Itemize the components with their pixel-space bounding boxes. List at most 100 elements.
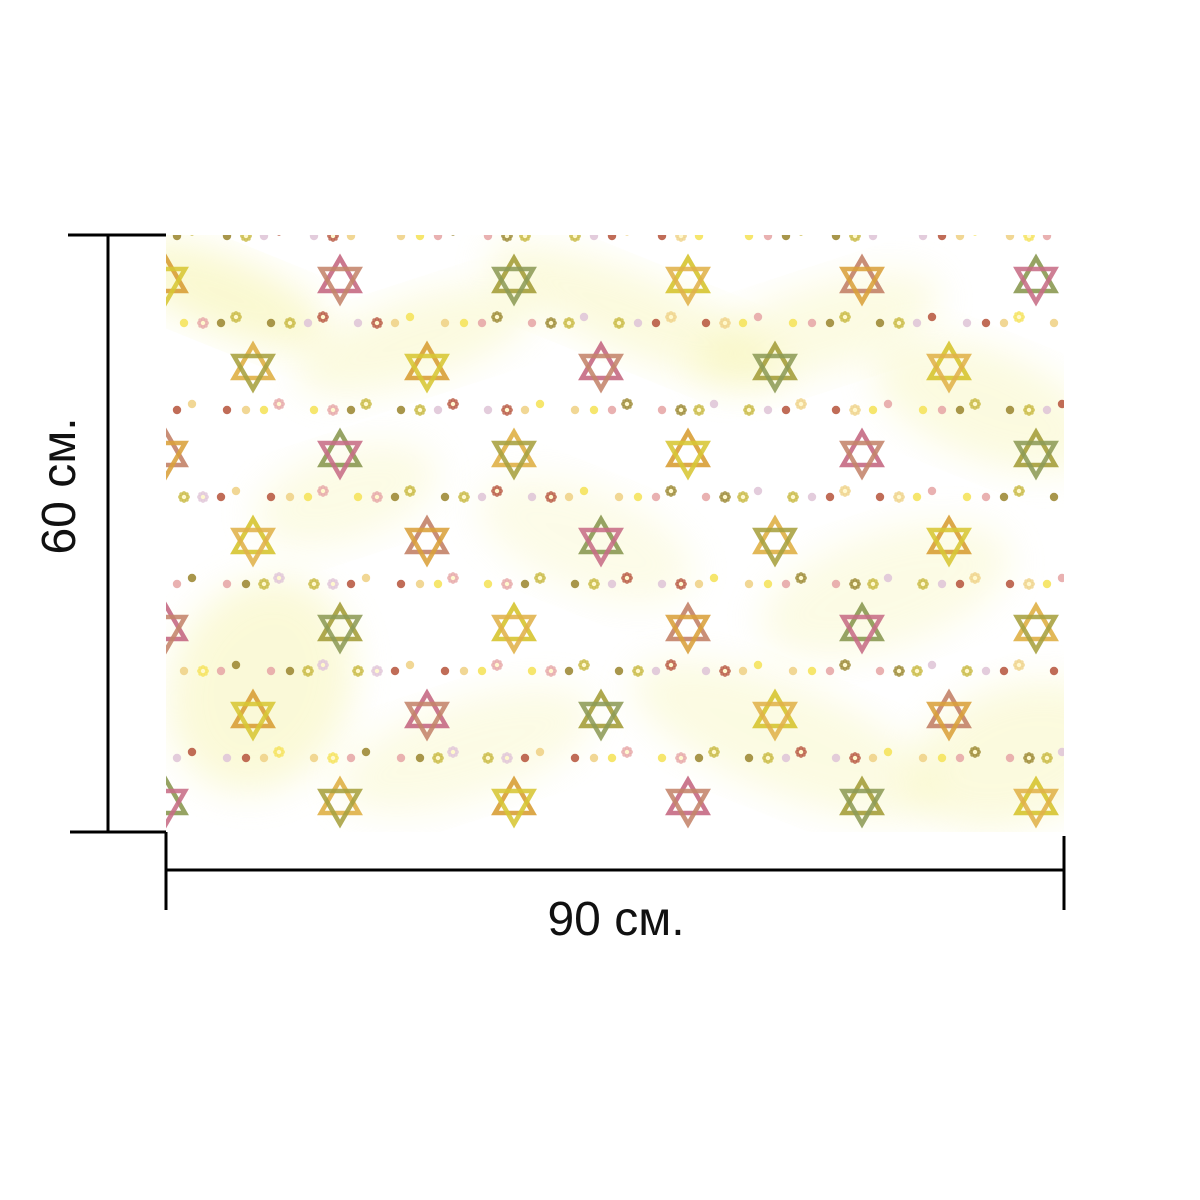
pattern-flower-center — [896, 668, 902, 674]
pattern-flower-center — [616, 320, 622, 326]
pattern-flower-petal — [451, 235, 455, 236]
pattern-dot — [657, 235, 667, 241]
pattern-flower-center — [233, 314, 239, 320]
pattern-dot — [807, 492, 817, 502]
star-downward-triangle — [926, 353, 972, 394]
pattern-flower-petal — [923, 579, 928, 584]
pattern-flower-petal — [290, 318, 295, 323]
pattern-dot — [831, 579, 841, 589]
pattern-dot — [172, 579, 182, 589]
pattern-dot — [1057, 399, 1064, 409]
fabric-pattern-image — [166, 235, 1064, 832]
star-upward-triangle — [491, 253, 537, 294]
pattern-flower-center — [972, 401, 978, 407]
star-of-david-icon — [404, 688, 450, 742]
pattern-dot — [701, 492, 711, 502]
pattern-flower-petal — [203, 318, 208, 323]
pattern-dot — [694, 753, 704, 763]
pattern-flower-petal — [203, 666, 208, 671]
pattern-dot — [883, 399, 893, 409]
pattern-flower-center — [450, 575, 456, 581]
pattern-flower-center — [504, 581, 510, 587]
star-of-david-icon — [317, 427, 363, 481]
star-downward-triangle — [839, 614, 885, 655]
pattern-dot — [222, 753, 232, 763]
pattern-flower-center — [276, 749, 282, 755]
star-downward-triangle — [317, 614, 363, 655]
pattern-dot — [172, 405, 182, 415]
pattern-dot — [216, 492, 226, 502]
pattern-flower-center — [243, 235, 249, 239]
pattern-dot — [825, 492, 835, 502]
pattern-flower-petal — [453, 573, 458, 578]
pattern-flower-petal — [569, 318, 574, 323]
star-of-david-icon — [839, 427, 885, 481]
pattern-dot — [607, 579, 617, 589]
pattern-flower-petal — [279, 399, 284, 404]
pattern-flower-petal — [308, 666, 313, 671]
star-of-david-icon — [752, 514, 798, 568]
pattern-dot — [440, 318, 450, 328]
pattern-dot — [589, 235, 599, 241]
pattern-flower-petal — [671, 660, 676, 665]
pattern-dot — [981, 318, 991, 328]
pattern-dot — [999, 492, 1009, 502]
pattern-dot — [309, 235, 319, 241]
pattern-dot — [694, 579, 704, 589]
pattern-flower-center — [504, 755, 510, 761]
pattern-dot — [763, 235, 773, 241]
pattern-flower-center — [1026, 755, 1032, 761]
pattern-flower-petal — [967, 666, 972, 671]
star-upward-triangle — [1013, 427, 1059, 468]
pattern-flower-petal — [873, 579, 878, 584]
star-of-david-icon — [665, 601, 711, 655]
pattern-flower-center — [485, 755, 491, 761]
pattern-flower-center — [635, 668, 641, 674]
pattern-flower-center — [548, 320, 554, 326]
pattern-dot — [788, 318, 798, 328]
pattern-dot — [520, 579, 530, 589]
pattern-flower-petal — [453, 747, 458, 752]
star-downward-triangle — [839, 266, 885, 307]
pattern-dot — [999, 666, 1009, 676]
star-of-david-icon — [317, 601, 363, 655]
star-upward-triangle — [230, 340, 276, 381]
pattern-dot — [955, 235, 965, 241]
pattern-flower-petal — [1029, 579, 1034, 584]
pattern-dot — [937, 579, 947, 589]
star-downward-triangle — [491, 614, 537, 655]
pattern-dot — [981, 666, 991, 676]
pattern-flower-petal — [619, 318, 624, 323]
pattern-dot — [607, 753, 617, 763]
pattern-flower-petal — [627, 747, 632, 752]
pattern-flower-petal — [801, 399, 806, 404]
pattern-flower-petal — [438, 753, 443, 758]
star-of-david-icon — [752, 688, 798, 742]
star-downward-triangle — [665, 440, 711, 481]
star-upward-triangle — [665, 601, 711, 642]
pattern-flower-center — [1044, 755, 1050, 761]
pattern-dot — [918, 753, 928, 763]
star-of-david-icon — [166, 775, 189, 829]
pattern-flower-center — [320, 662, 326, 668]
star-downward-triangle — [926, 701, 972, 742]
star-downward-triangle — [404, 701, 450, 742]
pattern-flower-center — [678, 407, 684, 413]
pattern-flower-petal — [714, 747, 719, 752]
star-of-david-icon — [578, 340, 624, 394]
pattern-flower-petal — [725, 666, 730, 671]
pattern-flower-petal — [768, 753, 773, 758]
pattern-dot — [788, 666, 798, 676]
pattern-dot — [1042, 579, 1052, 589]
pattern-flower-center — [548, 668, 554, 674]
star-of-david-icon — [926, 340, 972, 394]
watercolor-wash-blob — [167, 577, 355, 793]
pattern-dot — [483, 405, 493, 415]
pattern-dot — [744, 235, 754, 241]
pattern-flower-petal — [855, 579, 860, 584]
pattern-flower-center — [374, 668, 380, 674]
star-upward-triangle — [1013, 601, 1059, 642]
pattern-dot — [396, 579, 406, 589]
pattern-flower-petal — [377, 492, 382, 497]
pattern-dot — [744, 753, 754, 763]
